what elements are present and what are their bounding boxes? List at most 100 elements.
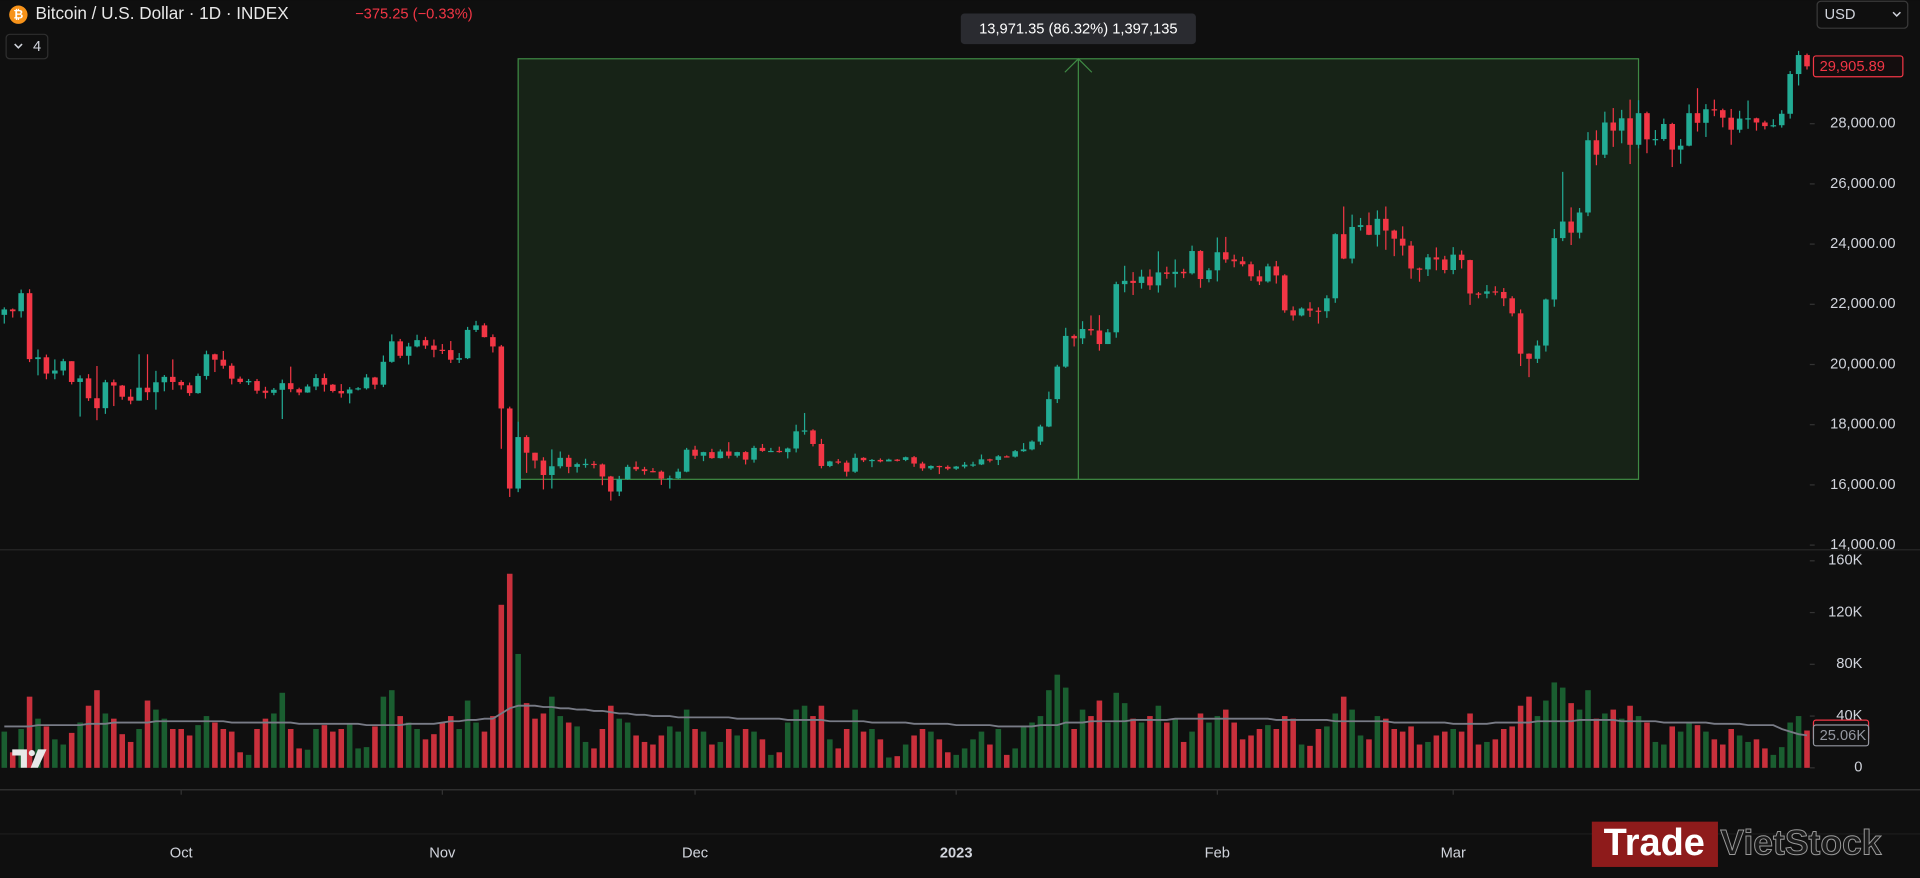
- candle-body: [1736, 118, 1743, 130]
- candle-body: [877, 459, 884, 462]
- currency-button[interactable]: [1816, 0, 1909, 29]
- volume-bar: [346, 723, 353, 768]
- candle-body: [186, 385, 193, 394]
- volume-bar: [961, 748, 968, 768]
- volume-bar: [835, 748, 842, 768]
- candle-body: [1408, 245, 1414, 269]
- candle-body: [1332, 234, 1339, 299]
- candle-body: [565, 457, 572, 467]
- indicator-toggle[interactable]: [5, 33, 49, 60]
- volume-bar: [414, 729, 420, 768]
- candle-body: [549, 466, 555, 475]
- volume-bar: [321, 725, 328, 768]
- volume-bar: [978, 731, 985, 768]
- volume-bar: [355, 748, 361, 768]
- volume-bar: [490, 716, 496, 768]
- candle-body: [52, 370, 58, 374]
- volume-bar: [473, 722, 479, 768]
- candle-body: [338, 391, 345, 394]
- candle-body: [1037, 426, 1044, 442]
- candle-body: [616, 479, 623, 492]
- volume-bar: [464, 700, 471, 768]
- volume-bar: [1644, 722, 1650, 768]
- volume-bar: [68, 732, 75, 768]
- volume-bar: [304, 749, 311, 768]
- volume-bar: [1677, 731, 1684, 768]
- candle-body: [1248, 264, 1254, 277]
- candle-body: [692, 449, 698, 456]
- volume-bar: [1214, 716, 1221, 768]
- candle-body: [1661, 124, 1667, 140]
- last-ma-label: 25.06K: [1820, 728, 1867, 744]
- volume-bar: [43, 726, 50, 768]
- candle-body: [245, 381, 252, 383]
- last-ma-label-box: [1812, 724, 1870, 747]
- volume-bar: [591, 748, 597, 768]
- candle-body: [1265, 266, 1271, 282]
- x-tick-label: 2023: [940, 845, 973, 861]
- volume-bar: [220, 729, 227, 768]
- candle-body: [456, 358, 462, 360]
- volume-bar: [532, 718, 538, 768]
- volume-bar: [1231, 722, 1237, 768]
- candle-body: [203, 354, 210, 376]
- candle-body: [1231, 259, 1237, 262]
- candle-body: [700, 452, 707, 456]
- volume-bar: [60, 744, 67, 768]
- volume-bar: [1492, 739, 1499, 768]
- volume-bar: [919, 729, 926, 768]
- candle-body: [1256, 276, 1263, 282]
- candle-body: [1020, 449, 1027, 452]
- volume-bar: [372, 726, 378, 768]
- volume-bar: [1206, 722, 1212, 768]
- volume-bar: [1315, 729, 1322, 768]
- volume-bar: [1054, 674, 1061, 768]
- candle-body: [1669, 124, 1676, 150]
- volume-bar: [1239, 739, 1246, 768]
- candle-body: [759, 447, 766, 451]
- volume-bar: [1147, 716, 1153, 768]
- candle-body: [346, 389, 353, 394]
- volume-bar: [860, 731, 867, 768]
- volume-bar: [330, 731, 336, 768]
- volume-bar: [894, 756, 901, 768]
- volume-bar: [1088, 716, 1094, 768]
- candle-body: [532, 452, 538, 461]
- volume-bar: [389, 690, 395, 768]
- coin-icon: [9, 5, 28, 24]
- volume-bar: [9, 752, 16, 768]
- volume-bar: [1121, 703, 1128, 768]
- candle-body: [144, 387, 151, 393]
- y-tick-label: 20,000.00: [1830, 356, 1895, 372]
- candle-body: [431, 345, 437, 350]
- volume-bar: [1795, 716, 1802, 768]
- volume-bar: [262, 718, 269, 768]
- volume-bar: [119, 734, 126, 768]
- volume-bar: [1374, 716, 1381, 768]
- volume-bar: [1029, 722, 1035, 768]
- volume-bar: [1298, 744, 1305, 768]
- candle-body: [1399, 238, 1406, 246]
- volume-bar: [1517, 705, 1524, 768]
- candle-body: [254, 381, 260, 391]
- tv-logo: [12, 749, 47, 768]
- candle-body: [296, 389, 302, 393]
- candle-body: [1585, 140, 1591, 213]
- volume-bar: [1500, 729, 1507, 768]
- volume-bar: [313, 729, 319, 768]
- candle-body: [1239, 261, 1246, 265]
- candle-body: [271, 389, 277, 393]
- volume-bar: [498, 604, 505, 768]
- candle-body: [886, 459, 892, 462]
- volume-bar: [287, 729, 294, 768]
- volume-bar: [801, 705, 808, 768]
- volume-bar: [1391, 729, 1398, 768]
- candle-body: [372, 377, 378, 385]
- candle-body: [127, 396, 134, 401]
- volume-bar: [1585, 690, 1591, 768]
- candle-body: [1677, 145, 1684, 150]
- volume-bar: [1180, 741, 1187, 768]
- candle-body: [827, 461, 833, 466]
- logo-part: [12, 749, 27, 768]
- last-price-label-box: [1812, 55, 1904, 78]
